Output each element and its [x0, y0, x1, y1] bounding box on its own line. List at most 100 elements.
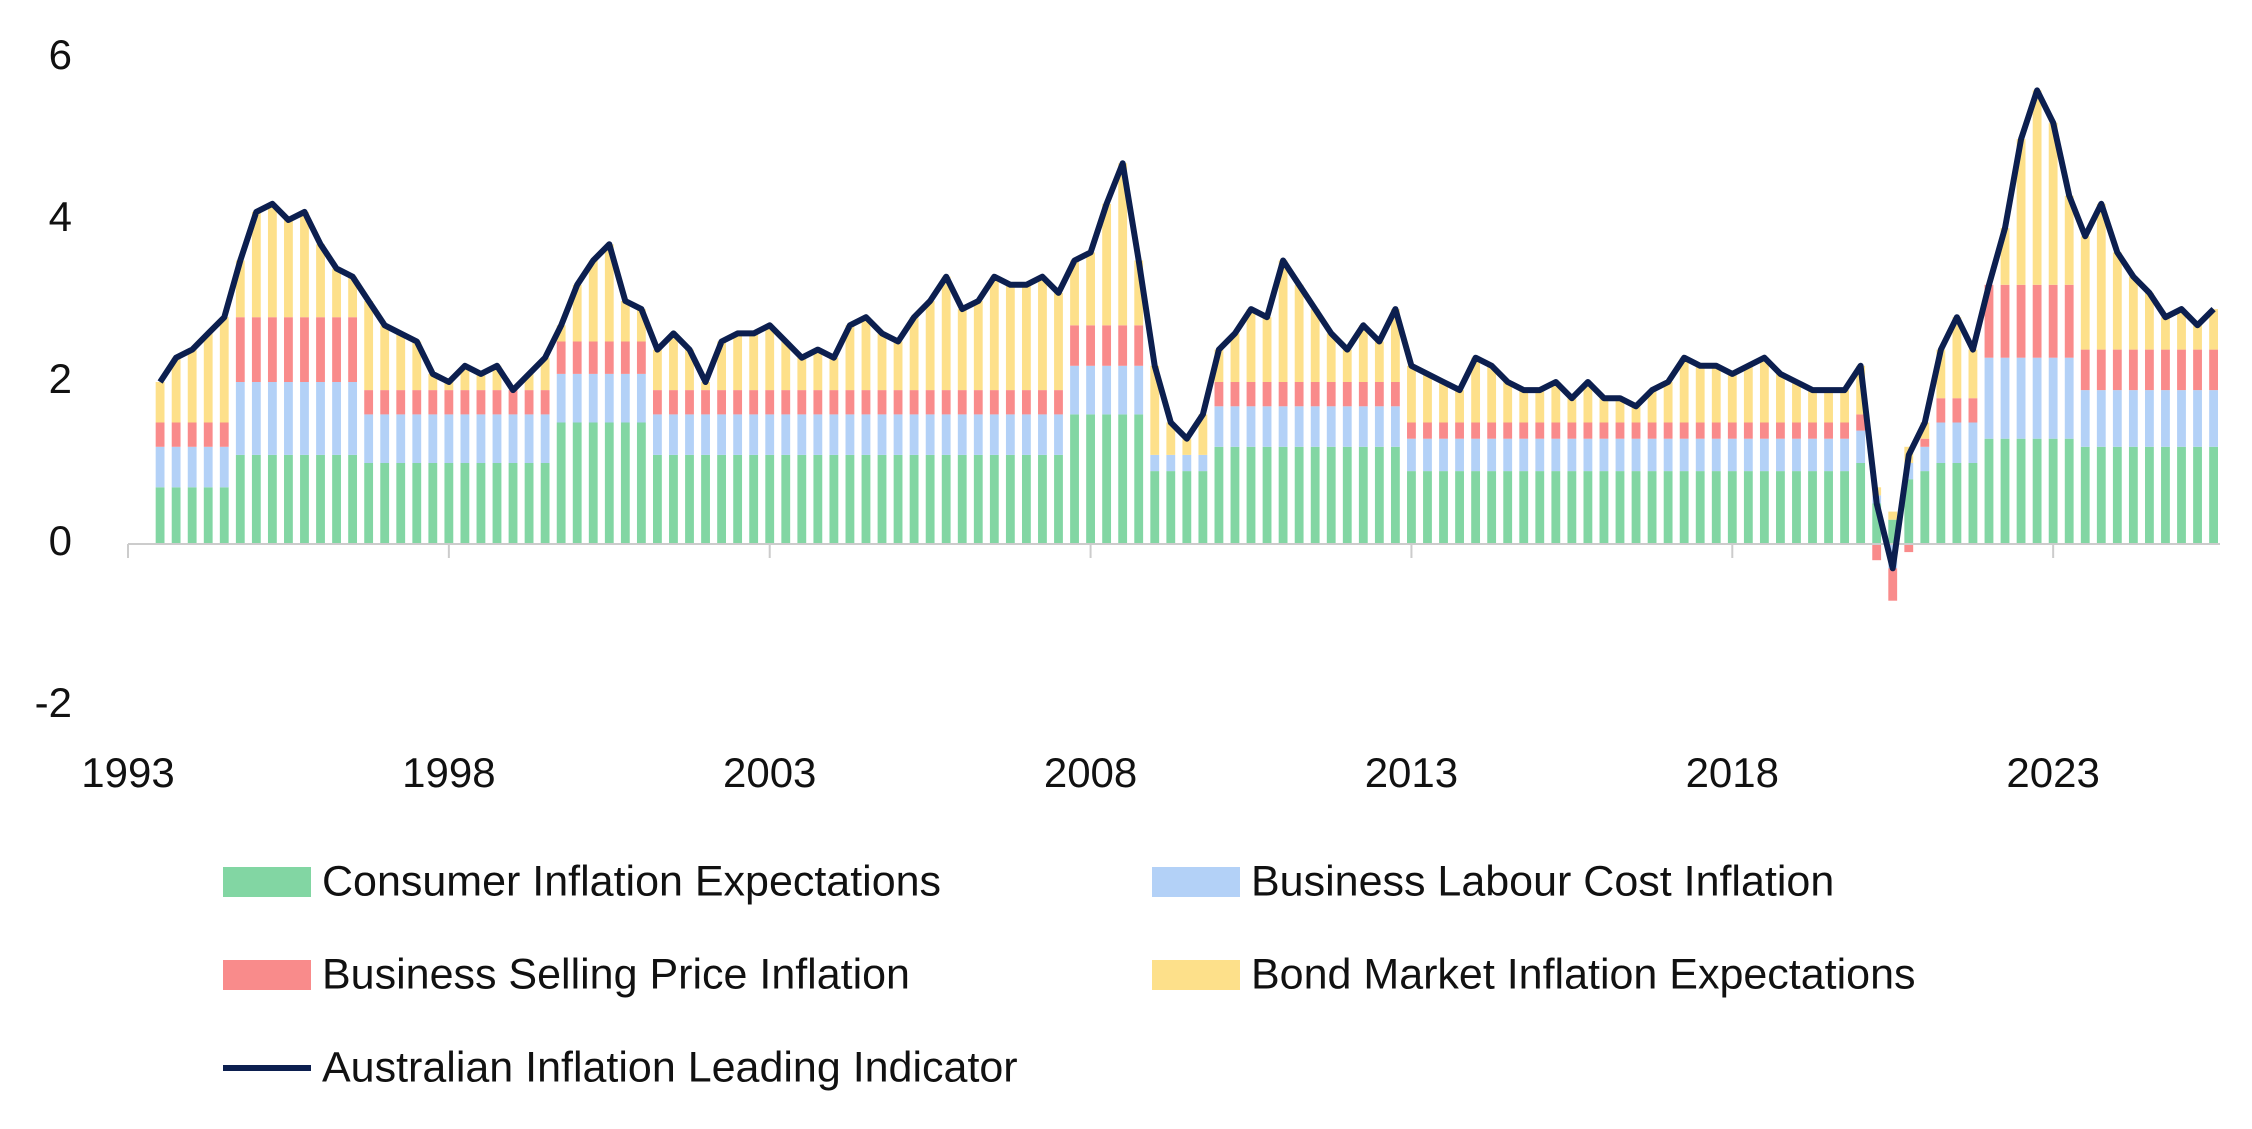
bar-segment [1759, 471, 1769, 544]
bar-segment [861, 414, 871, 455]
bar-segment [813, 414, 823, 455]
x-tick-label: 2018 [1686, 749, 1779, 796]
bar-segment [636, 341, 646, 374]
bar-segment [1952, 463, 1962, 544]
bar-segment [973, 414, 983, 455]
bar-segment [1374, 406, 1384, 447]
bar-segment [1711, 365, 1721, 423]
bar-segment [1808, 438, 1817, 472]
y-tick-label: 6 [49, 31, 72, 78]
bar-segment [829, 414, 839, 455]
bar-segment [765, 414, 775, 455]
bar-segment [1246, 382, 1256, 407]
bar-segment [1631, 438, 1641, 472]
bar-segment [316, 454, 325, 544]
bar-segment [1647, 438, 1657, 472]
bar-segment [460, 365, 470, 391]
bar-segment [685, 454, 694, 544]
bar-segment [444, 390, 454, 415]
bar-segment [2144, 390, 2154, 447]
bar-segment [251, 211, 261, 318]
bar-segment [1439, 422, 1448, 439]
bar-segment [1439, 438, 1448, 472]
bar-segment [492, 390, 502, 415]
bar-segment [813, 349, 823, 391]
bar-segment [155, 422, 165, 447]
bar-segment [1487, 365, 1497, 423]
bar-segment [251, 317, 261, 382]
bar-segment [1070, 325, 1079, 366]
bar-segment [1407, 471, 1416, 544]
line-series [157, 87, 2216, 572]
bar-segment [813, 390, 823, 415]
bar-segment [1952, 317, 1962, 399]
bar-segment [1615, 471, 1625, 544]
bar-segment [2112, 252, 2122, 350]
bar-segment [2032, 438, 2042, 544]
bar-segment [1342, 406, 1352, 447]
bar-segment [1102, 203, 1112, 326]
bar-segment [925, 454, 935, 544]
bar-segment [1358, 446, 1368, 544]
bar-segment [2193, 446, 2202, 544]
bar-segment [348, 454, 358, 544]
bar-segment [1679, 422, 1689, 439]
bar-segment [1374, 382, 1384, 407]
bar-segment [636, 309, 646, 342]
bar-segment [1390, 309, 1400, 382]
bar-segment [219, 446, 229, 488]
bar-segment [1070, 414, 1079, 544]
bar-segment [155, 487, 165, 544]
bar-segment [1070, 260, 1079, 326]
bar-segment [2161, 349, 2170, 391]
bar-segment [1455, 471, 1464, 544]
bar-segment [1792, 382, 1801, 423]
bar-segment [540, 463, 550, 544]
bar-segment [1920, 438, 1930, 447]
bar-segment [508, 463, 518, 544]
bar-segment [1808, 422, 1817, 439]
bar-segment [797, 454, 807, 544]
bar-segment [380, 414, 390, 463]
bar-segment [1679, 438, 1689, 472]
bar-segment [1503, 382, 1513, 423]
bar-segment [1471, 422, 1481, 439]
bar-segment [829, 390, 839, 415]
bar-segment [284, 454, 293, 544]
bar-segment [1535, 471, 1545, 544]
bar-segment [428, 414, 438, 463]
bar-segment [1102, 365, 1112, 415]
bar-segment [1262, 446, 1272, 544]
bar-segment [2000, 284, 2010, 358]
bar-segment [1551, 471, 1561, 544]
bar-segment [845, 414, 855, 455]
bar-segment [893, 390, 903, 415]
bar-segment [1503, 422, 1513, 439]
bar-segment [1856, 430, 1866, 463]
bar-segment [1342, 349, 1352, 382]
bar-segment [957, 414, 967, 455]
bar-segment [1776, 438, 1785, 472]
bar-segment [1246, 446, 1256, 544]
bar-segment [1968, 422, 1978, 463]
bar-segment [235, 317, 245, 382]
bar-segment [1920, 471, 1930, 544]
bar-segment [2112, 446, 2122, 544]
bar-segment [1471, 471, 1481, 544]
bar-segment [476, 463, 486, 544]
y-tick-label: 2 [49, 355, 72, 402]
bar-segment [572, 341, 582, 374]
bar-segment [1840, 438, 1850, 472]
bar-segment [1214, 349, 1224, 382]
bar-segment [604, 373, 614, 423]
bar-segment [1519, 438, 1529, 472]
bar-segment [1326, 406, 1336, 447]
bar-segment [620, 373, 630, 423]
bar-segment [1776, 373, 1785, 423]
bar-segment [701, 454, 710, 544]
bar-segment [2096, 349, 2106, 391]
bar-segment [1294, 284, 1304, 382]
bar-segment [2048, 284, 2058, 358]
bar-segment [2209, 349, 2218, 391]
